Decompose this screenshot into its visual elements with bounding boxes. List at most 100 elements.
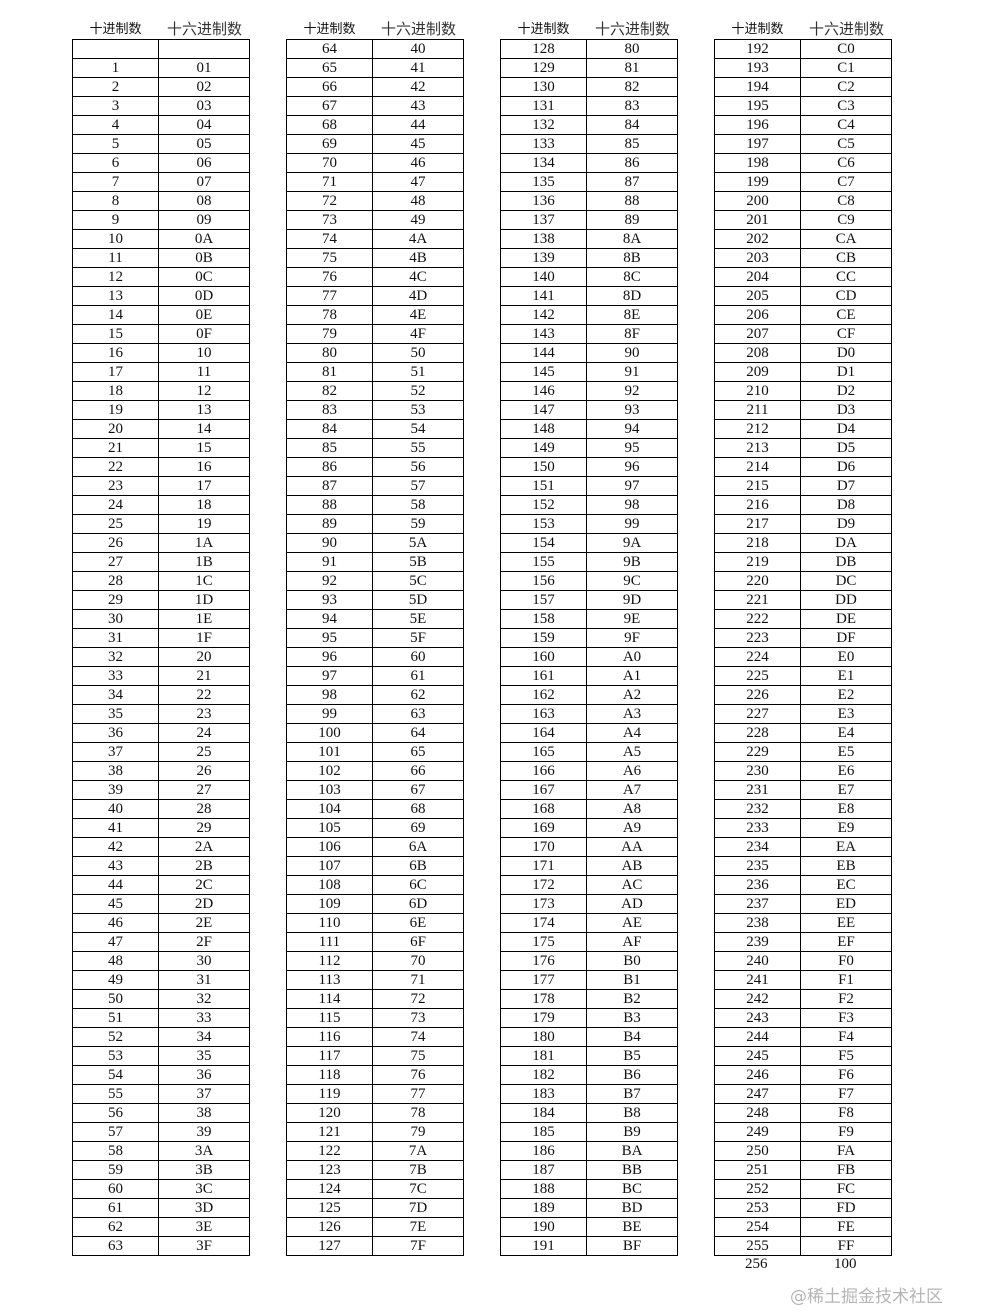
table-row: 232 E8 [715, 799, 891, 818]
hex-cell: B7 [623, 1086, 641, 1102]
table-row: 231 E7 [715, 780, 891, 799]
hex-cell: 30 [196, 953, 212, 969]
conversion-table: 192 C0 193 C1 194 C2 195 C3 196 C4 197 C5 198 C6 199 C7… [714, 39, 892, 1256]
decimal-cell: 47 [73, 933, 159, 951]
decimal-cell: 172 [501, 876, 587, 894]
table-row: 138 8A [501, 229, 677, 248]
table-row: 40 28 [73, 799, 249, 818]
hex-cell: 45 [410, 136, 426, 152]
hex-cell: 82 [624, 79, 640, 95]
hex-cell: 76 [410, 1067, 426, 1083]
table-row: 71 47 [287, 172, 463, 191]
table-row: 127 7F [287, 1236, 463, 1255]
hex-cell: 54 [410, 421, 426, 437]
table-row: 94 5E [287, 609, 463, 628]
table-row: 58 3A [73, 1141, 249, 1160]
hex-cell: 6D [408, 896, 428, 912]
decimal-cell: 204 [715, 268, 801, 286]
decimal-cell: 121 [287, 1123, 373, 1141]
decimal-cell: 138 [501, 230, 587, 248]
table-row: 180 B4 [501, 1027, 677, 1046]
decimal-cell: 167 [501, 781, 587, 799]
hex-cell: 5B [409, 554, 427, 570]
table-row: 160 A0 [501, 647, 677, 666]
hex-cell: 4F [410, 326, 426, 342]
hex-cell: 7C [409, 1181, 427, 1197]
table-row: 207 CF [715, 324, 891, 343]
hex-cell: 64 [410, 725, 426, 741]
table-row: 146 92 [501, 381, 677, 400]
hex-cell: 95 [624, 440, 640, 456]
decimal-cell: 247 [715, 1085, 801, 1103]
table-row: 228 E4 [715, 723, 891, 742]
decimal-cell: 32 [73, 648, 159, 666]
table-row: 110 6E [287, 913, 463, 932]
decimal-cell: 211 [715, 401, 801, 419]
decimal-cell: 35 [73, 705, 159, 723]
table-row: 248 F8 [715, 1103, 891, 1122]
hex-cell: F4 [838, 1029, 854, 1045]
hex-cell: F8 [838, 1105, 854, 1121]
hex-cell: 63 [410, 706, 426, 722]
table-row: 203 CB [715, 248, 891, 267]
table-row: 2 02 [73, 77, 249, 96]
decimal-cell: 184 [501, 1104, 587, 1122]
hex-cell: FA [836, 1143, 856, 1159]
hex-cell: 52 [410, 383, 426, 399]
decimal-cell: 82 [287, 382, 373, 400]
table-row: 179 B3 [501, 1008, 677, 1027]
decimal-cell: 119 [287, 1085, 373, 1103]
hex-cell: 38 [196, 1105, 212, 1121]
hex-cell: 11 [196, 364, 212, 380]
table-row: 132 84 [501, 115, 677, 134]
table-row: 45 2D [73, 894, 249, 913]
hex-cell: F5 [838, 1048, 854, 1064]
decimal-cell: 156 [501, 572, 587, 590]
decimal-cell: 4 [73, 116, 159, 134]
hex-cell: 5C [409, 573, 427, 589]
hex-cell: 4B [409, 250, 427, 266]
decimal-cell: 112 [287, 952, 373, 970]
hex-cell: 6C [409, 877, 427, 893]
table-row: 176 B0 [501, 951, 677, 970]
table-row: 213 D5 [715, 438, 891, 457]
decimal-cell: 33 [73, 667, 159, 685]
table-row: 34 22 [73, 685, 249, 704]
hex-cell: 3A [194, 1143, 214, 1159]
decimal-cell: 30 [73, 610, 159, 628]
hex-cell: AE [622, 915, 642, 931]
hex-cell: 32 [196, 991, 212, 1007]
hex-cell: 4A [408, 231, 428, 247]
table-row: 142 8E [501, 305, 677, 324]
decimal-cell: 11 [73, 249, 159, 267]
hex-cell: C4 [837, 117, 855, 133]
decimal-cell: 210 [715, 382, 801, 400]
table-row: 227 E3 [715, 704, 891, 723]
decimal-cell: 182 [501, 1066, 587, 1084]
decimal-cell: 157 [501, 591, 587, 609]
table-row: 141 8D [501, 286, 677, 305]
hex-cell: 9F [624, 630, 640, 646]
table-row: 12 0C [73, 267, 249, 286]
decimal-cell: 249 [715, 1123, 801, 1141]
decimal-cell: 99 [287, 705, 373, 723]
table-row: 237 ED [715, 894, 891, 913]
hex-cell: F1 [838, 972, 854, 988]
decimal-cell: 253 [715, 1199, 801, 1217]
hex-cell: BE [622, 1219, 642, 1235]
hex-cell: 40 [410, 41, 426, 57]
decimal-cell: 63 [73, 1237, 159, 1255]
table-row: 240 F0 [715, 951, 891, 970]
hex-cell: 6A [408, 839, 428, 855]
hex-cell: C2 [837, 79, 855, 95]
hex-cell: 0E [195, 307, 213, 323]
table-row: 4 04 [73, 115, 249, 134]
table-row: 16 10 [73, 343, 249, 362]
table-row: 65 41 [287, 58, 463, 77]
decimal-cell: 152 [501, 496, 587, 514]
decimal-cell: 201 [715, 211, 801, 229]
decimal-cell: 226 [715, 686, 801, 704]
table-row: 101 65 [287, 742, 463, 761]
table-row: 220 DC [715, 571, 891, 590]
decimal-cell: 102 [287, 762, 373, 780]
